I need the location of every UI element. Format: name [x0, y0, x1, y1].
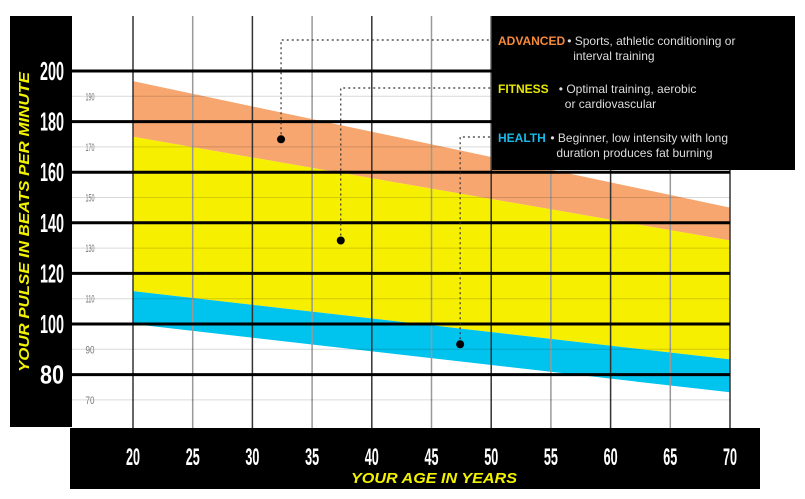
x-tick-label: 30: [245, 444, 259, 471]
marker-health: [456, 340, 465, 349]
x-tick-label: 25: [186, 444, 200, 471]
legend-description: • Beginner, low intensity with long: [550, 131, 728, 145]
legend-box: [492, 16, 795, 170]
y-major-tick-label: 80: [40, 360, 64, 390]
legend: ADVANCED • Sports, athletic conditioning …: [498, 34, 735, 160]
y-major-tick-label: 100: [40, 309, 64, 339]
marker-fitness: [336, 236, 345, 245]
y-minor-tick-label: 130: [86, 243, 95, 255]
legend-description: • Optimal training, aerobic: [559, 82, 697, 96]
y-axis-label: YOUR PULSE IN BEATS PER MINUTE: [16, 71, 33, 372]
y-major-tick-label: 120: [40, 258, 64, 288]
legend-description: or cardiovascular: [565, 97, 656, 111]
y-minor-tick-label: 190: [86, 91, 95, 103]
y-minor-tick-label: 70: [86, 395, 95, 407]
x-tick-label: 50: [484, 444, 498, 471]
x-axis-label: YOUR AGE IN YEARS: [351, 470, 517, 487]
y-minor-tick-label: 170: [86, 142, 95, 154]
marker-advanced: [277, 135, 286, 144]
x-tick-label: 20: [126, 444, 140, 471]
y-minor-tick-label: 110: [86, 294, 95, 306]
legend-description: duration produces fat burning: [556, 146, 712, 160]
x-axis-strip: [70, 428, 760, 489]
legend-label-advanced: ADVANCED: [498, 34, 565, 48]
x-tick-label: 35: [305, 444, 319, 471]
legend-description: interval training: [573, 49, 654, 63]
y-major-tick-label: 140: [40, 208, 64, 238]
y-minor-tick-label: 150: [86, 193, 95, 205]
x-tick-label: 45: [425, 444, 439, 471]
legend-description: • Sports, athletic conditioning or: [567, 34, 735, 48]
x-tick-label: 55: [544, 444, 558, 471]
legend-label-health: HEALTH: [498, 131, 546, 145]
y-minor-tick-label: 90: [86, 344, 95, 356]
y-axis-strip: [10, 16, 72, 427]
leader-line: [340, 87, 492, 241]
x-tick-label: 60: [604, 444, 618, 471]
x-tick-label: 40: [365, 444, 379, 471]
x-tick-label: 70: [723, 444, 737, 471]
legend-label-fitness: FITNESS: [498, 82, 549, 96]
y-major-tick-label: 160: [40, 157, 64, 187]
y-major-tick-label: 200: [40, 56, 64, 86]
y-major-tick-label: 180: [40, 107, 64, 137]
x-tick-label: 65: [663, 444, 677, 471]
